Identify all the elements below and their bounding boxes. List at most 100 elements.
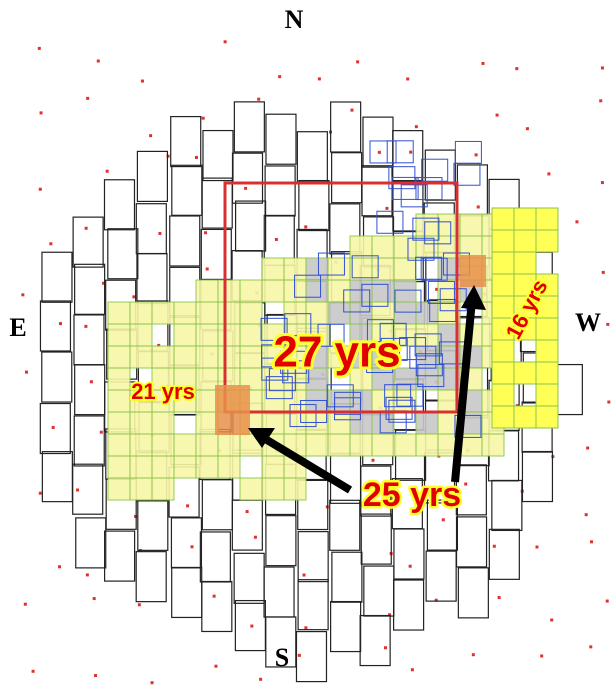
red-dot (471, 653, 475, 657)
red-dot (584, 513, 588, 517)
black-tile (136, 150, 169, 203)
red-box (223, 181, 459, 414)
yellow-tile (195, 279, 219, 303)
black-tile (297, 531, 329, 583)
red-dot (409, 150, 413, 154)
black-tile (73, 415, 105, 467)
yellow-tile (107, 455, 131, 479)
blue-tile (376, 210, 404, 234)
black-tile (201, 177, 233, 229)
red-dot (105, 169, 109, 173)
black-tile (393, 579, 425, 631)
red-dot (140, 79, 144, 83)
yellow-tile (239, 323, 263, 347)
red-dot (481, 61, 485, 65)
red-dot (377, 150, 381, 154)
yellow-tile (173, 345, 197, 369)
red-dot (590, 540, 594, 544)
red-dot (201, 116, 205, 120)
yellow-tile (217, 455, 241, 479)
yellow-tile (491, 207, 515, 231)
red-dot (350, 108, 354, 112)
blue-tile (385, 396, 413, 420)
red-dot (304, 225, 308, 229)
black-tile (295, 630, 328, 683)
black-tile (457, 567, 489, 619)
red-dot (166, 154, 170, 158)
yellow-tile (129, 477, 153, 501)
arrow-head (248, 428, 275, 448)
red-dot (23, 602, 27, 606)
red-dot (302, 573, 306, 577)
red-dot (492, 544, 496, 548)
annotation-27: 27 yrs (273, 328, 400, 377)
yellow-tile (535, 229, 559, 253)
yellow-tile (393, 301, 417, 325)
yellow-tile (491, 273, 515, 297)
black-tile (73, 314, 105, 366)
red-dot (204, 231, 208, 235)
yellow-tile (491, 405, 515, 429)
black-tile (392, 180, 424, 232)
yellow-tile (195, 345, 219, 369)
yellow-tile (327, 301, 351, 325)
red-dot (253, 535, 257, 539)
red-dot (58, 322, 62, 326)
blue-tile (361, 283, 389, 307)
blue-tile (380, 337, 408, 361)
black-tile (137, 499, 169, 551)
red-dot (589, 645, 593, 649)
red-dot (540, 654, 544, 658)
yellow-tile (107, 323, 131, 347)
yellow-tile (305, 433, 329, 457)
red-dot (86, 96, 90, 100)
red-dot (497, 596, 501, 600)
black-tile (297, 579, 329, 631)
red-dot (212, 594, 216, 598)
blue-tile (421, 158, 449, 182)
red-dot (85, 573, 89, 577)
black-tile (331, 551, 363, 603)
red-dot (474, 153, 478, 157)
red-dot (157, 343, 161, 347)
arrows (248, 285, 486, 494)
black-tile (201, 580, 233, 633)
yellow-tile (535, 339, 559, 363)
blue-tile (420, 257, 448, 281)
yellow-tile (151, 477, 175, 501)
blue-tile (333, 397, 361, 421)
blue-tile (409, 345, 437, 369)
yellow-tile (513, 207, 537, 231)
red-dot (31, 669, 35, 673)
black-tile (363, 565, 395, 617)
annotation-25: 25 yrs (363, 476, 461, 514)
blue-tile (424, 221, 452, 245)
yellow-tile (261, 389, 285, 413)
red-dot (51, 425, 55, 429)
black-tile (265, 616, 297, 668)
red-dot (606, 322, 610, 326)
yellow-tile (283, 389, 307, 413)
black-tile (202, 129, 234, 182)
blue-tile (265, 376, 293, 400)
yellow-tile (327, 257, 351, 281)
yellow-tile (491, 361, 515, 385)
red-dot (94, 674, 98, 678)
yellow-tile (371, 301, 395, 325)
red-dot (575, 220, 579, 224)
black-tile (39, 300, 72, 352)
yellow-tile (239, 279, 263, 303)
black-tile (264, 165, 296, 217)
black-tile (103, 179, 136, 231)
red-dot (599, 99, 603, 103)
red-dot (223, 40, 227, 44)
yellow-tile (349, 257, 373, 281)
compass-s: S (275, 643, 289, 672)
blue-tile (415, 353, 443, 377)
red-dot (96, 59, 100, 63)
red-dot (137, 603, 141, 607)
black-tile (488, 528, 520, 580)
black-tile (201, 479, 233, 531)
red-dot (317, 77, 321, 81)
